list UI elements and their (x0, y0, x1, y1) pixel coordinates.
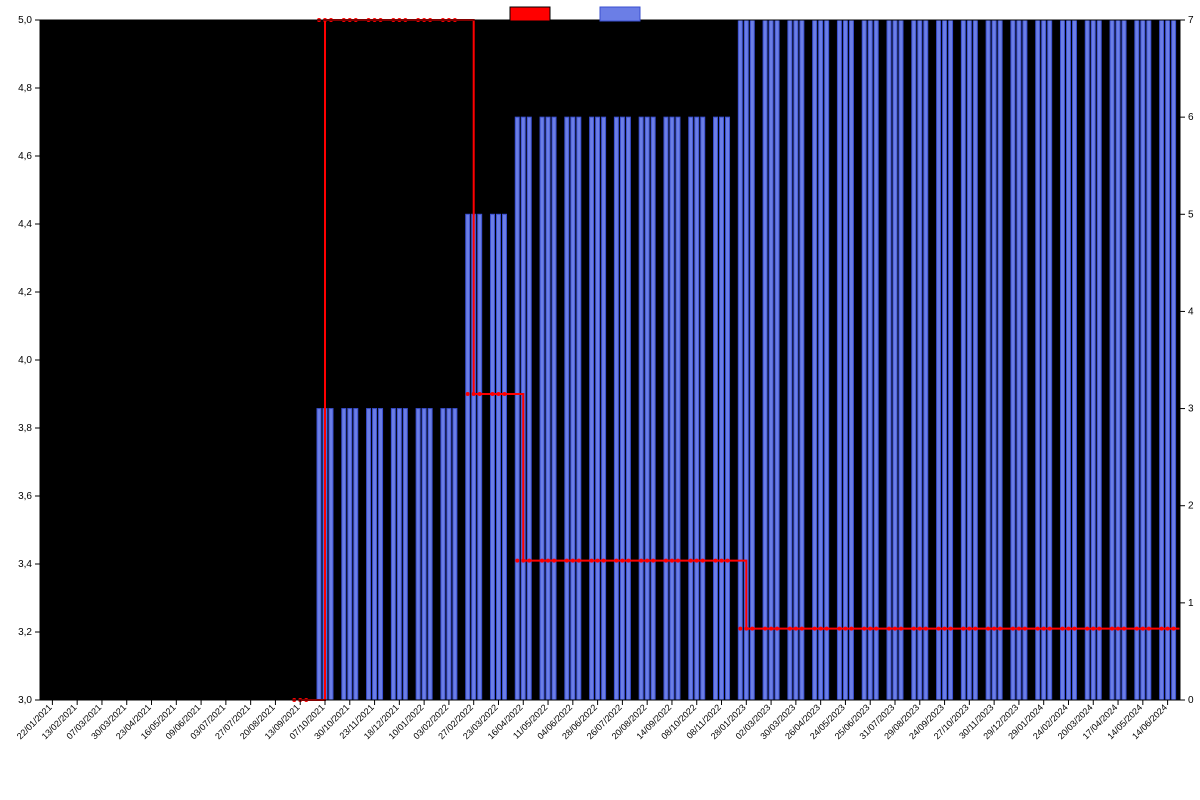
right-axis-tick-label: 5 (1188, 209, 1194, 220)
left-axis-tick-label: 3,4 (18, 559, 32, 570)
right-axis-tick-label: 2 (1188, 501, 1194, 512)
left-axis-tick-label: 4,6 (18, 151, 32, 162)
right-axis-tick-label: 4 (1188, 306, 1194, 317)
left-axis-tick-label: 3,2 (18, 627, 32, 638)
right-axis-tick-label: 7 (1188, 15, 1194, 26)
left-axis-tick-label: 5,0 (18, 15, 32, 26)
right-axis-tick-label: 3 (1188, 404, 1194, 415)
left-axis-tick-label: 4,4 (18, 219, 32, 230)
left-axis-tick-label: 3,0 (18, 695, 32, 706)
combo-chart: 3,0 3,2 3,4 3,6 3,8 4,0 4,2 4,4 4,6 4,8 5,0 0 1 2 3 4 5 6… (0, 0, 1200, 800)
chart-container: 3,0 3,2 3,4 3,6 3,8 4,0 4,2 4,4 4,6 4,8 5,0 0 1 2 3 4 5 6… (0, 0, 1200, 800)
left-axis-tick-label: 3,6 (18, 491, 32, 502)
left-axis-tick-label: 4,0 (18, 355, 32, 366)
right-axis-tick-label: 0 (1188, 695, 1194, 706)
legend-swatch-line (510, 7, 550, 21)
legend-swatch-bar (600, 7, 640, 21)
right-axis-tick-label: 1 (1188, 598, 1194, 609)
left-axis-tick-label: 3,8 (18, 423, 32, 434)
left-axis-tick-label: 4,8 (18, 83, 32, 94)
right-axis-tick-label: 6 (1188, 112, 1194, 123)
left-axis-tick-label: 4,2 (18, 287, 32, 298)
